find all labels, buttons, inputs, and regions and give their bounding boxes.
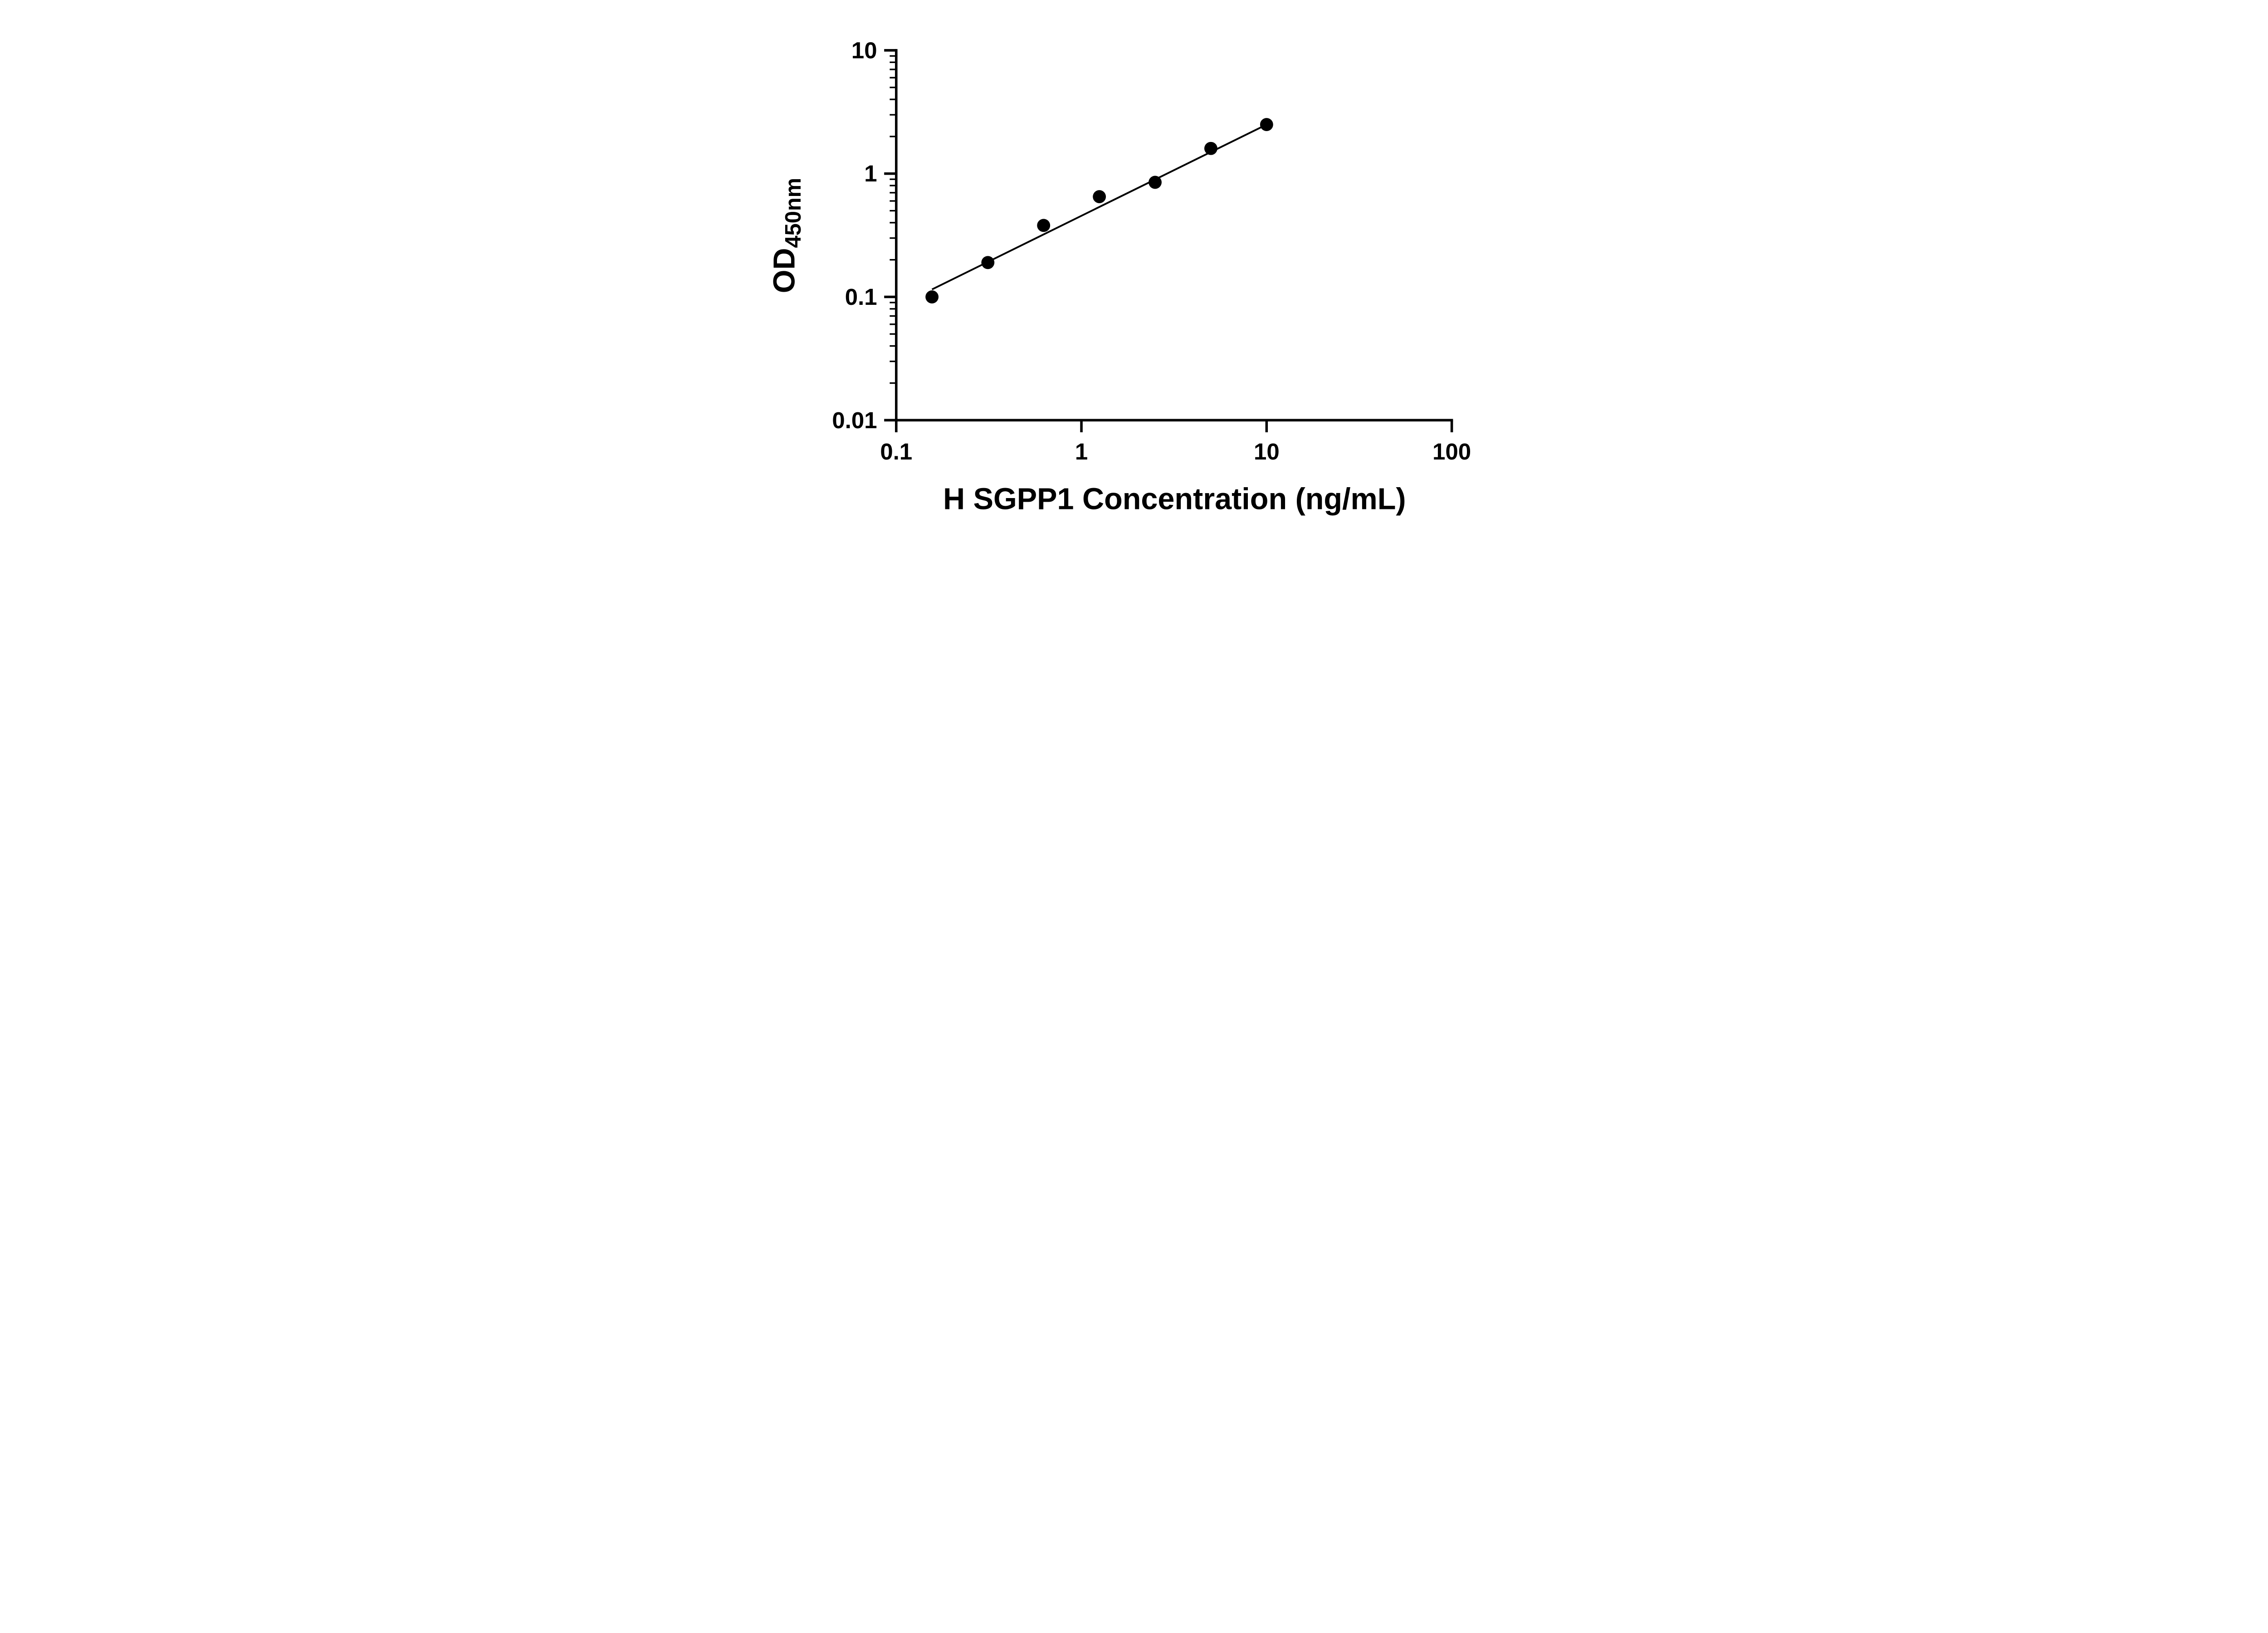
- y-axis-title-main: OD: [768, 248, 802, 293]
- y-axis-tick-label: 0.01: [832, 407, 877, 433]
- y-axis-title-subscript: 450nm: [781, 178, 806, 248]
- x-axis-title: H SGPP1 Concentration (ng/mL): [943, 483, 1406, 516]
- x-axis-tick-label: 10: [1254, 439, 1280, 464]
- y-axis-tick-label: 10: [851, 37, 877, 63]
- y-axis-title: OD450nm: [768, 178, 806, 293]
- data-point: [925, 290, 939, 303]
- data-point: [1037, 219, 1051, 232]
- data-point: [1204, 142, 1217, 155]
- x-axis-tick-label: 100: [1432, 439, 1471, 464]
- data-point: [1093, 190, 1106, 204]
- data-point: [1260, 118, 1273, 131]
- x-axis-tick-label: 1: [1075, 439, 1088, 464]
- data-point: [981, 256, 995, 269]
- y-axis-tick-label: 1: [864, 161, 877, 186]
- elisa-standard-curve-figure: 0.1 1 10 100 0.01 0.1 1 10 H SGPP1 Concentratio…: [745, 0, 1523, 545]
- x-axis-tick-label: 0.1: [880, 439, 912, 464]
- data-point: [1149, 176, 1162, 189]
- figure-page: 0.1 1 10 100 0.01 0.1 1 10 H SGPP1 Concentratio…: [745, 0, 1523, 545]
- y-axis-tick-label: 0.1: [845, 284, 877, 310]
